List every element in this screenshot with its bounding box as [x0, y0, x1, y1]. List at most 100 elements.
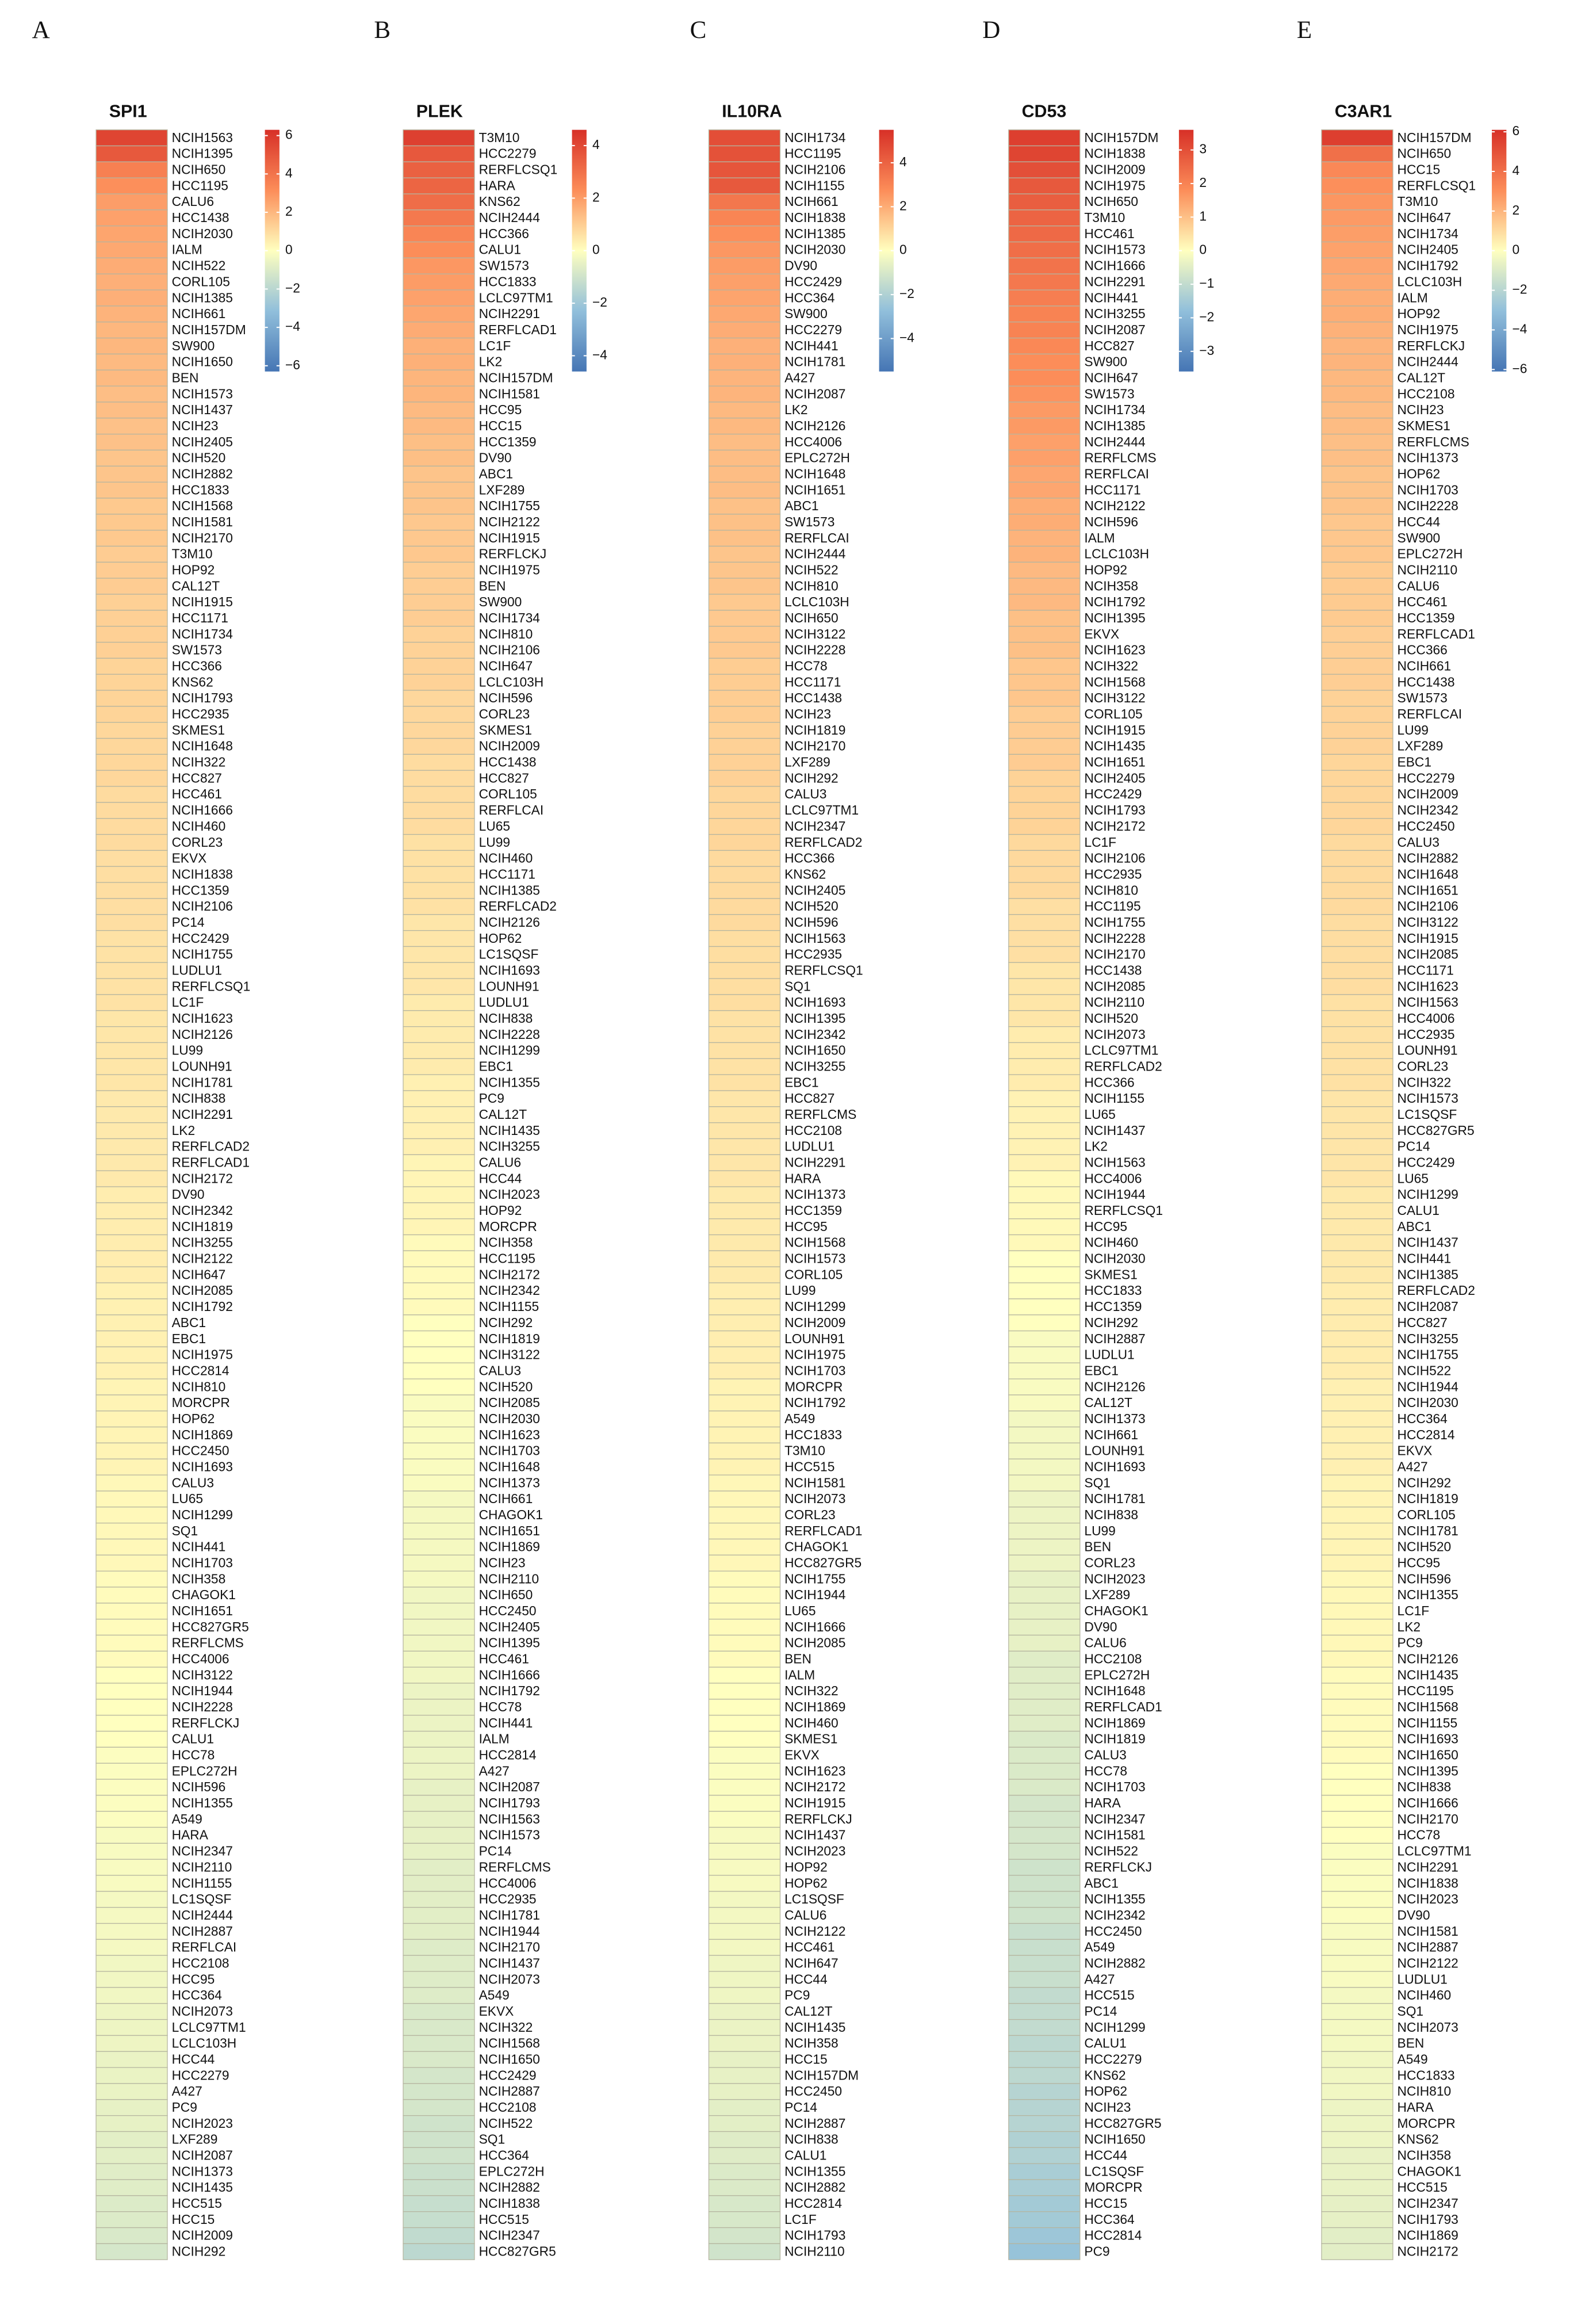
row-label: NCIH441: [1084, 290, 1138, 305]
row-label: HCC78: [784, 659, 828, 674]
row-label: NCIH3255: [784, 1059, 845, 1074]
heatmap-cell: [95, 1891, 168, 1908]
row-label: HCC15: [172, 2212, 215, 2227]
row-label: NCIH2110: [1398, 563, 1458, 578]
colorbar-tick-label: 2: [592, 189, 600, 204]
row-label: NCIH1975: [1084, 178, 1145, 193]
heatmap-cell: [708, 1746, 781, 1764]
heatmap-cell: [708, 2019, 781, 2036]
heatmap-cell: [1321, 2035, 1393, 2052]
row-label: SW900: [1398, 530, 1441, 545]
row-label: NCIH23: [1398, 402, 1444, 417]
row-label: NCIH1395: [1398, 1763, 1458, 1778]
row-label: NCIH2023: [1084, 1571, 1145, 1586]
row-label: NCIH1623: [1398, 978, 1458, 993]
heatmap-cell: [1008, 1939, 1081, 1956]
heatmap-cell: [708, 1875, 781, 1892]
row-label: LOUNH91: [479, 978, 539, 993]
heatmap-cell: [1321, 1042, 1393, 1059]
row-label: NCIH1563: [784, 931, 845, 946]
panel-letter: D: [982, 17, 1000, 44]
heatmap-cell: [1321, 561, 1393, 579]
row-label: NCIH1793: [1084, 802, 1145, 817]
heatmap-cell: [1008, 322, 1081, 339]
row-label: LOUNH91: [784, 1331, 845, 1346]
heatmap-cell: [708, 1603, 781, 1620]
heatmap-cell: [708, 225, 781, 243]
row-label: NCIH292: [479, 1315, 533, 1330]
row-label: NCIH1581: [172, 514, 233, 529]
row-label: HARA: [1084, 1795, 1121, 1810]
row-label: NCIH2073: [784, 1491, 845, 1506]
row-label: CALU1: [1084, 2036, 1126, 2051]
row-label: CALU6: [172, 194, 214, 209]
row-label: T3M10: [1084, 210, 1125, 225]
heatmap-cell: [1321, 209, 1393, 227]
row-label: NCIH1838: [1398, 1875, 1458, 1890]
heatmap-cell: [403, 994, 475, 1011]
heatmap-cell: [1008, 1202, 1081, 1220]
row-label: NCIH157DM: [1398, 130, 1472, 145]
heatmap-cell: [708, 882, 781, 899]
row-label: NCIH358: [1398, 2148, 1452, 2163]
heatmap-cell: [1008, 418, 1081, 435]
row-label: NCIH2291: [1398, 1859, 1458, 1874]
heatmap-cell: [1321, 1154, 1393, 1171]
heatmap-cell: [708, 754, 781, 771]
row-label: NCIH322: [172, 755, 226, 770]
row-label: CAL12T: [172, 578, 220, 593]
row-label: NCIH1666: [172, 802, 233, 817]
heatmap-cell: [403, 1763, 475, 1780]
heatmap-cell: [708, 129, 781, 147]
heatmap-cell: [1008, 305, 1081, 323]
row-label: RERFLCAD1: [479, 322, 557, 337]
heatmap-cell: [1008, 2179, 1081, 2196]
heatmap-cell: [95, 1330, 168, 1348]
row-label: NCIH1299: [1084, 2020, 1145, 2035]
heatmap-cell: [1321, 1362, 1393, 1379]
heatmap-cell: [403, 1987, 475, 2004]
heatmap-cell: [403, 177, 475, 194]
heatmap-cell: [1321, 610, 1393, 627]
row-label: LOUNH91: [172, 1059, 232, 1074]
row-label: NCIH322: [1398, 1075, 1452, 1090]
row-label: HCC2429: [784, 274, 842, 289]
heatmap-cell: [403, 1746, 475, 1764]
heatmap-cell: [1008, 2163, 1081, 2180]
row-label: T3M10: [1398, 194, 1438, 209]
row-label: NCIH838: [1084, 1507, 1138, 1522]
heatmap-cell: [403, 289, 475, 307]
row-label: HCC1195: [1084, 899, 1140, 913]
row-label: NCIH1385: [172, 290, 233, 305]
heatmap-cell: [708, 1058, 781, 1075]
row-label: NCIH1568: [1398, 1699, 1458, 1714]
heatmap-cell: [95, 2211, 168, 2229]
heatmap-cell: [1008, 737, 1081, 755]
heatmap-cell: [95, 914, 168, 931]
row-label: NCIH2085: [1084, 978, 1145, 993]
heatmap-cell: [1008, 545, 1081, 563]
row-label: LUDLU1: [1084, 1347, 1134, 1362]
row-label: CALU6: [479, 1155, 521, 1170]
chart-title: PLEK: [416, 102, 463, 121]
row-label: T3M10: [172, 546, 213, 561]
heatmap-cell: [403, 1811, 475, 1828]
heatmap-cell: [1008, 337, 1081, 355]
row-label: NCIH2073: [1398, 2020, 1458, 2035]
row-label: NCIH650: [1084, 194, 1138, 209]
row-label: NCIH2887: [1398, 1940, 1458, 1955]
row-label: NCIH1819: [479, 1331, 540, 1346]
row-label: HCC1833: [172, 482, 229, 497]
row-label: NCIH3255: [1084, 306, 1145, 321]
heatmap-cell: [1321, 273, 1393, 290]
heatmap-cell: [95, 161, 168, 178]
heatmap-cell: [708, 994, 781, 1011]
row-label: RERFLCSQ1: [1084, 1203, 1163, 1218]
row-label: LCLC97TM1: [1398, 1844, 1472, 1859]
row-label: HOP92: [1084, 563, 1127, 578]
heatmap-cell: [1321, 1795, 1393, 1812]
row-label: NCIH522: [1398, 1363, 1452, 1378]
row-label: CALU3: [784, 786, 826, 801]
heatmap-cell: [95, 1699, 168, 1716]
row-label: HCC78: [1084, 1763, 1127, 1778]
